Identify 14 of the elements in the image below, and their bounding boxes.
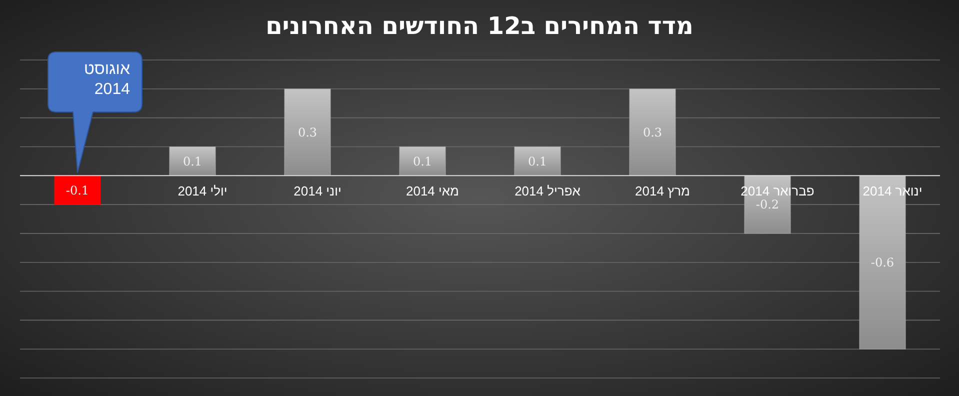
x-tick-label: מרץ 2014: [635, 184, 690, 199]
x-tick-label: מאי 2014: [406, 184, 460, 199]
data-label: 0.1: [528, 154, 548, 168]
x-tick-label: אפריל 2014: [514, 184, 580, 199]
data-label: 0.1: [412, 154, 432, 168]
data-label: -0.2: [756, 198, 780, 212]
x-tick-label: יוני 2014: [294, 184, 342, 199]
data-label: 0.1: [182, 154, 202, 168]
data-label: -0.6: [870, 256, 894, 270]
data-label: 0.3: [298, 125, 318, 140]
chart-title: מדד המחירים ב12 החודשים האחרונים: [266, 12, 694, 40]
x-tick-label: יולי 2014: [178, 184, 228, 199]
data-label: -0.1: [66, 183, 90, 198]
data-label: 0.3: [642, 125, 662, 140]
